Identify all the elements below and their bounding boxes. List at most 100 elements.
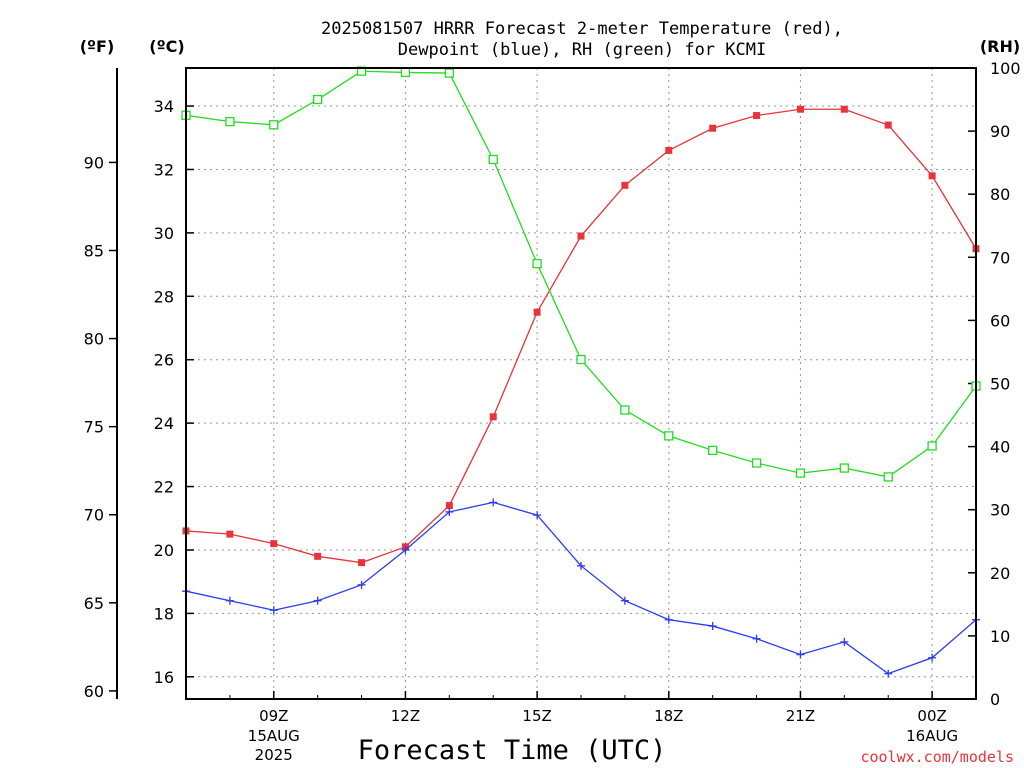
dewpoint-point	[269, 606, 278, 615]
celsius-tick-label: 32	[154, 160, 174, 179]
plot-frame	[185, 67, 977, 700]
fahrenheit-tick-label: 75	[84, 418, 104, 437]
dewpoint-point	[840, 637, 849, 646]
celsius-tick-label: 20	[154, 541, 174, 560]
temperature-point	[665, 146, 673, 154]
dewpoint-point	[489, 498, 498, 507]
rh-point	[664, 431, 674, 441]
temperature-point	[928, 172, 936, 180]
dewpoint-series-line	[185, 501, 977, 675]
rh-point	[927, 441, 937, 451]
rh-point	[225, 116, 235, 127]
dewpoint-point	[928, 653, 937, 662]
fahrenheit-unit-label: (ºF)	[80, 37, 115, 56]
rh-tick-label: 60	[990, 311, 1010, 330]
x-tick-date: 16AUG	[906, 727, 958, 745]
x-tick-year: 2025	[255, 746, 293, 764]
fahrenheit-tick-label: 90	[84, 153, 104, 172]
rh-point	[751, 458, 762, 468]
x-tick-label: 21Z	[786, 707, 815, 725]
rh-point	[883, 472, 893, 482]
x-tick-label: 00Z	[917, 707, 946, 725]
rh-point	[269, 120, 279, 130]
temperature-point	[226, 530, 234, 538]
celsius-tick-label: 26	[154, 351, 174, 370]
series-layer	[181, 66, 981, 678]
chart-title-line1: 2025081507 HRRR Forecast 2-meter Tempera…	[321, 19, 843, 39]
dewpoint-point	[884, 669, 893, 678]
temperature-point	[796, 105, 804, 113]
fahrenheit-tick-label: 60	[84, 682, 104, 701]
rh-tick-label: 90	[990, 122, 1010, 141]
celsius-unit-label: (ºC)	[149, 37, 184, 56]
temperature-point	[709, 124, 717, 132]
temperature-point	[621, 181, 629, 189]
rh-point	[444, 68, 454, 78]
rh-point	[313, 94, 323, 105]
temperature-point	[884, 121, 892, 129]
chart-title-line2: Dewpoint (blue), RH (green) for KCMI	[398, 40, 766, 60]
x-axis-title: Forecast Time (UTC)	[358, 735, 667, 766]
x-tick-label: 15Z	[522, 707, 551, 725]
rh-point	[576, 354, 586, 365]
fahrenheit-tick-label: 70	[84, 506, 104, 525]
dewpoint-point	[708, 622, 717, 631]
dewpoint-point	[796, 650, 805, 659]
dewpoint-point	[664, 615, 673, 624]
celsius-tick-label: 18	[154, 604, 174, 623]
x-tick-label: 09Z	[259, 707, 288, 725]
rh-point	[708, 445, 718, 456]
rh-tick-label: 40	[990, 438, 1010, 457]
dewpoint-point	[401, 545, 410, 554]
fahrenheit-tick-label: 80	[84, 330, 104, 349]
dewpoint-point	[533, 511, 542, 520]
temperature-point	[577, 232, 585, 240]
x-tick-date: 15AUG	[248, 727, 300, 745]
temperature-point	[314, 552, 322, 560]
rh-point	[839, 463, 849, 473]
rh-point	[795, 468, 806, 478]
rh-unit-label: (RH)	[980, 37, 1020, 56]
rh-tick-label: 20	[990, 564, 1010, 583]
fahrenheit-tick-label: 65	[84, 594, 104, 613]
dewpoint-point	[225, 596, 234, 605]
temperature-point	[270, 540, 278, 548]
temperature-point	[358, 559, 366, 567]
rh-tick-label: 100	[990, 59, 1021, 78]
temperature-point	[753, 112, 761, 120]
rh-tick-label: 50	[990, 375, 1010, 394]
dewpoint-point	[357, 580, 366, 589]
x-tick-label: 12Z	[391, 707, 420, 725]
rh-point	[532, 258, 542, 269]
celsius-tick-label: 24	[154, 414, 174, 433]
temperature-point	[489, 413, 497, 421]
grid-layer	[186, 68, 976, 699]
dewpoint-point	[445, 507, 454, 516]
rh-series-line	[185, 70, 977, 478]
temperature-point	[840, 105, 848, 113]
fahrenheit-tick-label: 85	[84, 242, 104, 261]
celsius-tick-label: 22	[154, 478, 174, 497]
dewpoint-point	[620, 596, 629, 605]
rh-tick-label: 30	[990, 501, 1010, 520]
x-tick-label: 18Z	[654, 707, 683, 725]
celsius-tick-label: 16	[154, 668, 174, 687]
temperature-point	[445, 502, 453, 510]
dewpoint-point	[752, 634, 761, 643]
rh-tick-label: 80	[990, 185, 1010, 204]
rh-point	[488, 154, 498, 165]
rh-tick-label: 10	[990, 627, 1010, 646]
rh-tick-label: 0	[990, 690, 1000, 709]
temperature-point	[533, 308, 541, 316]
celsius-tick-label: 30	[154, 224, 174, 243]
celsius-tick-label: 28	[154, 287, 174, 306]
rh-tick-label: 70	[990, 248, 1010, 267]
dewpoint-point	[313, 596, 322, 605]
dewpoint-point	[577, 561, 585, 570]
rh-point	[400, 67, 411, 78]
credit-text: coolwx.com/models	[860, 748, 1014, 766]
rh-point	[620, 405, 630, 415]
celsius-tick-label: 34	[154, 97, 174, 116]
